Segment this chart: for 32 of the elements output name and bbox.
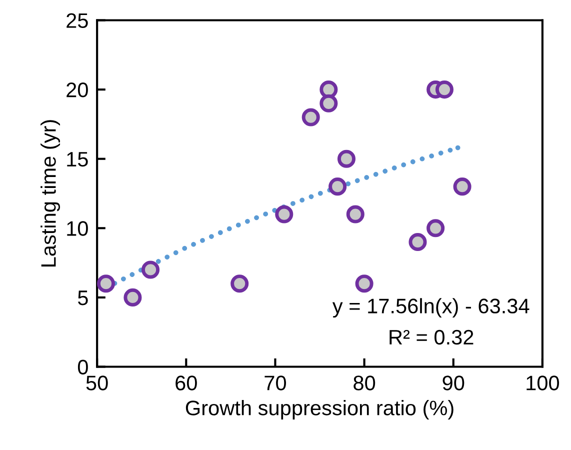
point xyxy=(97,274,115,293)
point xyxy=(302,108,320,126)
y-tick-label: 10 xyxy=(67,221,88,236)
point xyxy=(124,288,142,306)
x-axis-title: Growth suppression ratio (%) xyxy=(186,400,454,420)
point xyxy=(275,205,294,224)
x-tick-label: 80 xyxy=(354,376,376,390)
point xyxy=(355,274,374,293)
y-tick-label: 15 xyxy=(67,152,88,167)
point xyxy=(141,260,160,279)
point xyxy=(346,205,364,224)
point xyxy=(230,274,249,293)
point xyxy=(453,178,472,196)
y-axis-title: Lasting time (yr) xyxy=(40,120,60,266)
point xyxy=(408,232,427,252)
point xyxy=(455,145,460,150)
y-tick-label: 0 xyxy=(78,360,88,375)
y-tick-label: 20 xyxy=(66,82,88,98)
point xyxy=(328,178,347,196)
point xyxy=(426,219,445,238)
point xyxy=(337,150,356,168)
x-tick-label: 50 xyxy=(86,376,108,390)
point xyxy=(435,80,454,99)
x-tick-label: 100 xyxy=(526,376,560,390)
point xyxy=(320,94,338,112)
annotation: R² = 0.32 xyxy=(390,330,474,345)
x-tick-label: 60 xyxy=(176,376,197,390)
y-tick-label: 25 xyxy=(66,13,88,28)
x-tick-label: 70 xyxy=(264,376,286,390)
x-tick-label: 90 xyxy=(442,376,464,390)
y-tick-label: 5 xyxy=(78,290,88,306)
annotation: y = 17.56ln(x) - 63.34 xyxy=(332,298,530,318)
